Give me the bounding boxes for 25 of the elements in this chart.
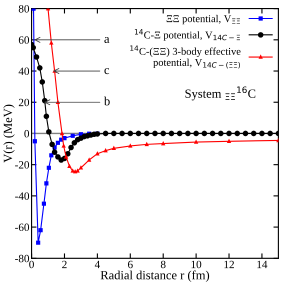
x-tick-label: 14	[257, 260, 268, 268]
y-tick-label: 20	[18, 98, 30, 106]
y-tick-label: -40	[15, 192, 30, 200]
y-tick-label: -20	[15, 161, 30, 169]
x-tick-label: 12	[224, 260, 234, 268]
x-tick-label: 10	[192, 260, 202, 268]
annotation: c	[104, 68, 110, 74]
x-tick-label: 4	[94, 260, 100, 268]
annotation: System $_{ΞΞ}$$^{16}$C	[185, 86, 256, 100]
legend-label: $^{14}$C-(ΞΞ) 3-body effective potential, V$_{14C−(ΞΞ)}$	[130, 45, 241, 69]
y-tick-label: 0	[24, 130, 30, 138]
annotation: a	[104, 36, 110, 43]
x-tick-label: 8	[160, 260, 166, 268]
y-tick-label: -80	[15, 254, 30, 262]
annotation: b	[104, 96, 110, 106]
x-tick-label: 6	[128, 260, 133, 268]
y-tick-label: -60	[15, 224, 30, 232]
y-tick-label: 40	[18, 68, 30, 75]
y-tick-label: 80	[18, 5, 30, 13]
y-axis-title: V(r) (MeV)	[3, 104, 15, 163]
legend-label: ΞΞ potential, V$_{ΞΞ}$	[166, 14, 240, 24]
y-tick-label: 60	[18, 36, 30, 44]
x-tick-label: 2	[62, 260, 67, 268]
x-axis-title: Radial distance r (fm)	[100, 270, 210, 282]
legend-label: $^{14}$C-Ξ potential, V$_{14C−Ξ}$	[134, 29, 240, 41]
